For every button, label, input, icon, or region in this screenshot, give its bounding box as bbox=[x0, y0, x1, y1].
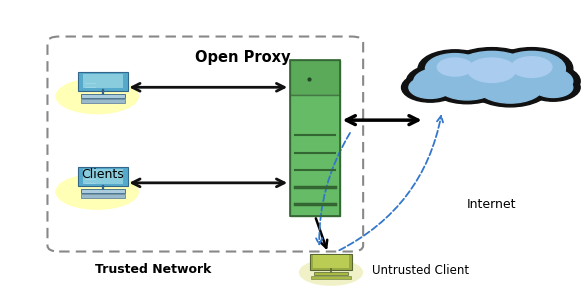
Text: Clients: Clients bbox=[81, 168, 124, 181]
Text: Untrusted Client: Untrusted Client bbox=[372, 264, 469, 278]
FancyBboxPatch shape bbox=[83, 74, 123, 88]
FancyBboxPatch shape bbox=[79, 72, 128, 91]
FancyBboxPatch shape bbox=[83, 169, 123, 184]
Circle shape bbox=[401, 73, 459, 102]
FancyBboxPatch shape bbox=[47, 37, 363, 251]
FancyBboxPatch shape bbox=[290, 94, 340, 216]
Ellipse shape bbox=[55, 174, 139, 210]
Circle shape bbox=[469, 65, 551, 107]
Circle shape bbox=[409, 76, 452, 98]
Circle shape bbox=[414, 68, 465, 94]
Circle shape bbox=[512, 57, 552, 77]
FancyBboxPatch shape bbox=[290, 60, 340, 94]
Circle shape bbox=[476, 69, 544, 103]
Text: Internet: Internet bbox=[467, 198, 516, 211]
Circle shape bbox=[429, 65, 505, 104]
Circle shape bbox=[425, 54, 485, 84]
Circle shape bbox=[418, 50, 492, 87]
FancyBboxPatch shape bbox=[81, 99, 125, 103]
FancyBboxPatch shape bbox=[79, 167, 128, 186]
Circle shape bbox=[526, 74, 580, 101]
Circle shape bbox=[407, 64, 473, 98]
FancyBboxPatch shape bbox=[81, 189, 125, 193]
FancyBboxPatch shape bbox=[311, 276, 352, 279]
Circle shape bbox=[490, 48, 573, 90]
FancyBboxPatch shape bbox=[81, 194, 125, 198]
Circle shape bbox=[437, 69, 498, 100]
Circle shape bbox=[533, 77, 573, 98]
Ellipse shape bbox=[299, 259, 363, 286]
Text: Trusted Network: Trusted Network bbox=[94, 263, 211, 277]
FancyBboxPatch shape bbox=[310, 254, 352, 270]
Circle shape bbox=[521, 68, 573, 94]
Text: Open Proxy: Open Proxy bbox=[195, 50, 290, 65]
Circle shape bbox=[514, 64, 580, 98]
FancyBboxPatch shape bbox=[314, 255, 349, 268]
Ellipse shape bbox=[55, 78, 139, 114]
FancyBboxPatch shape bbox=[314, 272, 349, 275]
Circle shape bbox=[445, 48, 539, 96]
Circle shape bbox=[437, 58, 473, 76]
FancyBboxPatch shape bbox=[81, 94, 125, 98]
Circle shape bbox=[452, 51, 532, 92]
Circle shape bbox=[498, 51, 565, 86]
Circle shape bbox=[468, 58, 516, 82]
